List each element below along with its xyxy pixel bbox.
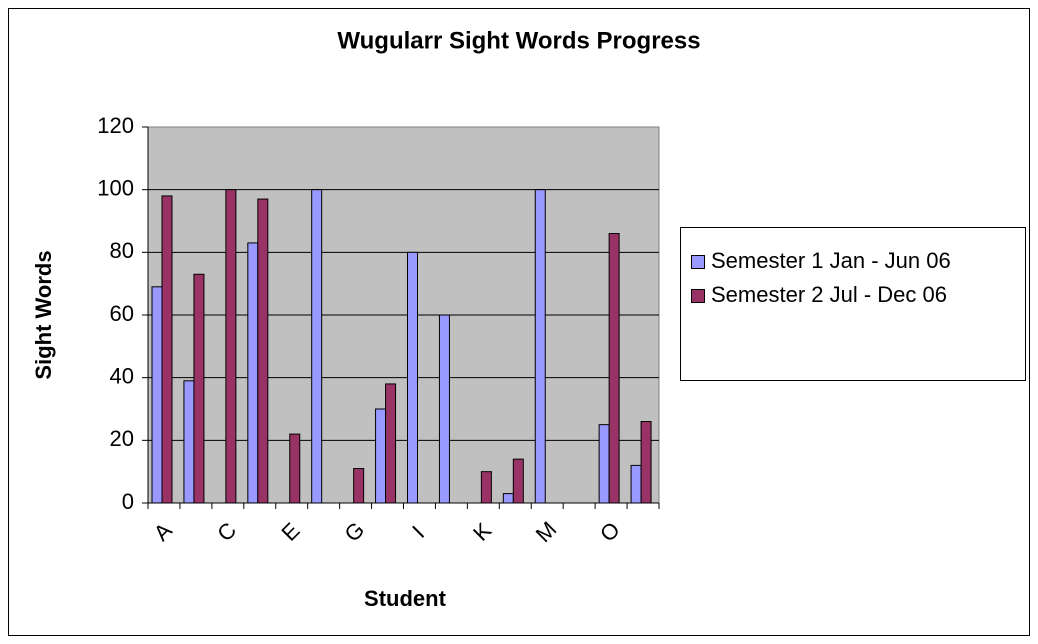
bar	[375, 408, 387, 504]
y-tick-label: 120	[97, 113, 134, 138]
legend-label: Semester 1 Jan - Jun 06	[711, 248, 951, 273]
bar	[385, 383, 397, 504]
y-tick-label: 20	[110, 426, 134, 451]
bar	[257, 198, 269, 504]
bar	[480, 471, 492, 504]
y-tick-label: 0	[122, 489, 134, 514]
y-tick-label: 100	[97, 175, 134, 200]
bar	[289, 433, 301, 504]
bar	[608, 233, 620, 504]
x-axis-label: Student	[364, 586, 447, 611]
y-tick-label: 40	[110, 363, 134, 388]
bar	[193, 273, 205, 504]
bar	[311, 189, 323, 504]
bar	[598, 424, 610, 504]
bar	[630, 464, 642, 504]
y-axis-label: Sight Words	[31, 250, 56, 379]
bar	[247, 242, 259, 504]
bar	[502, 493, 514, 504]
legend-entry: Semester 1 Jan - Jun 06	[691, 248, 1025, 274]
bar	[183, 380, 195, 504]
bar	[161, 195, 173, 504]
legend-swatch	[691, 255, 705, 269]
y-tick-label: 60	[110, 301, 134, 326]
chart-title: Wugularr Sight Words Progress	[337, 27, 700, 54]
legend-label: Semester 2 Jul - Dec 06	[711, 282, 947, 307]
bar	[512, 458, 524, 504]
legend: Semester 1 Jan - Jun 06 Semester 2 Jul - …	[680, 227, 1026, 381]
legend-entry: Semester 2 Jul - Dec 06	[691, 282, 1025, 308]
bar	[225, 189, 237, 504]
bar	[151, 286, 163, 504]
bar	[438, 314, 450, 504]
bar	[534, 189, 546, 504]
bar	[640, 421, 652, 504]
y-tick-label: 80	[110, 238, 134, 263]
legend-swatch	[691, 289, 705, 303]
bar	[407, 251, 418, 504]
bar	[353, 468, 365, 504]
